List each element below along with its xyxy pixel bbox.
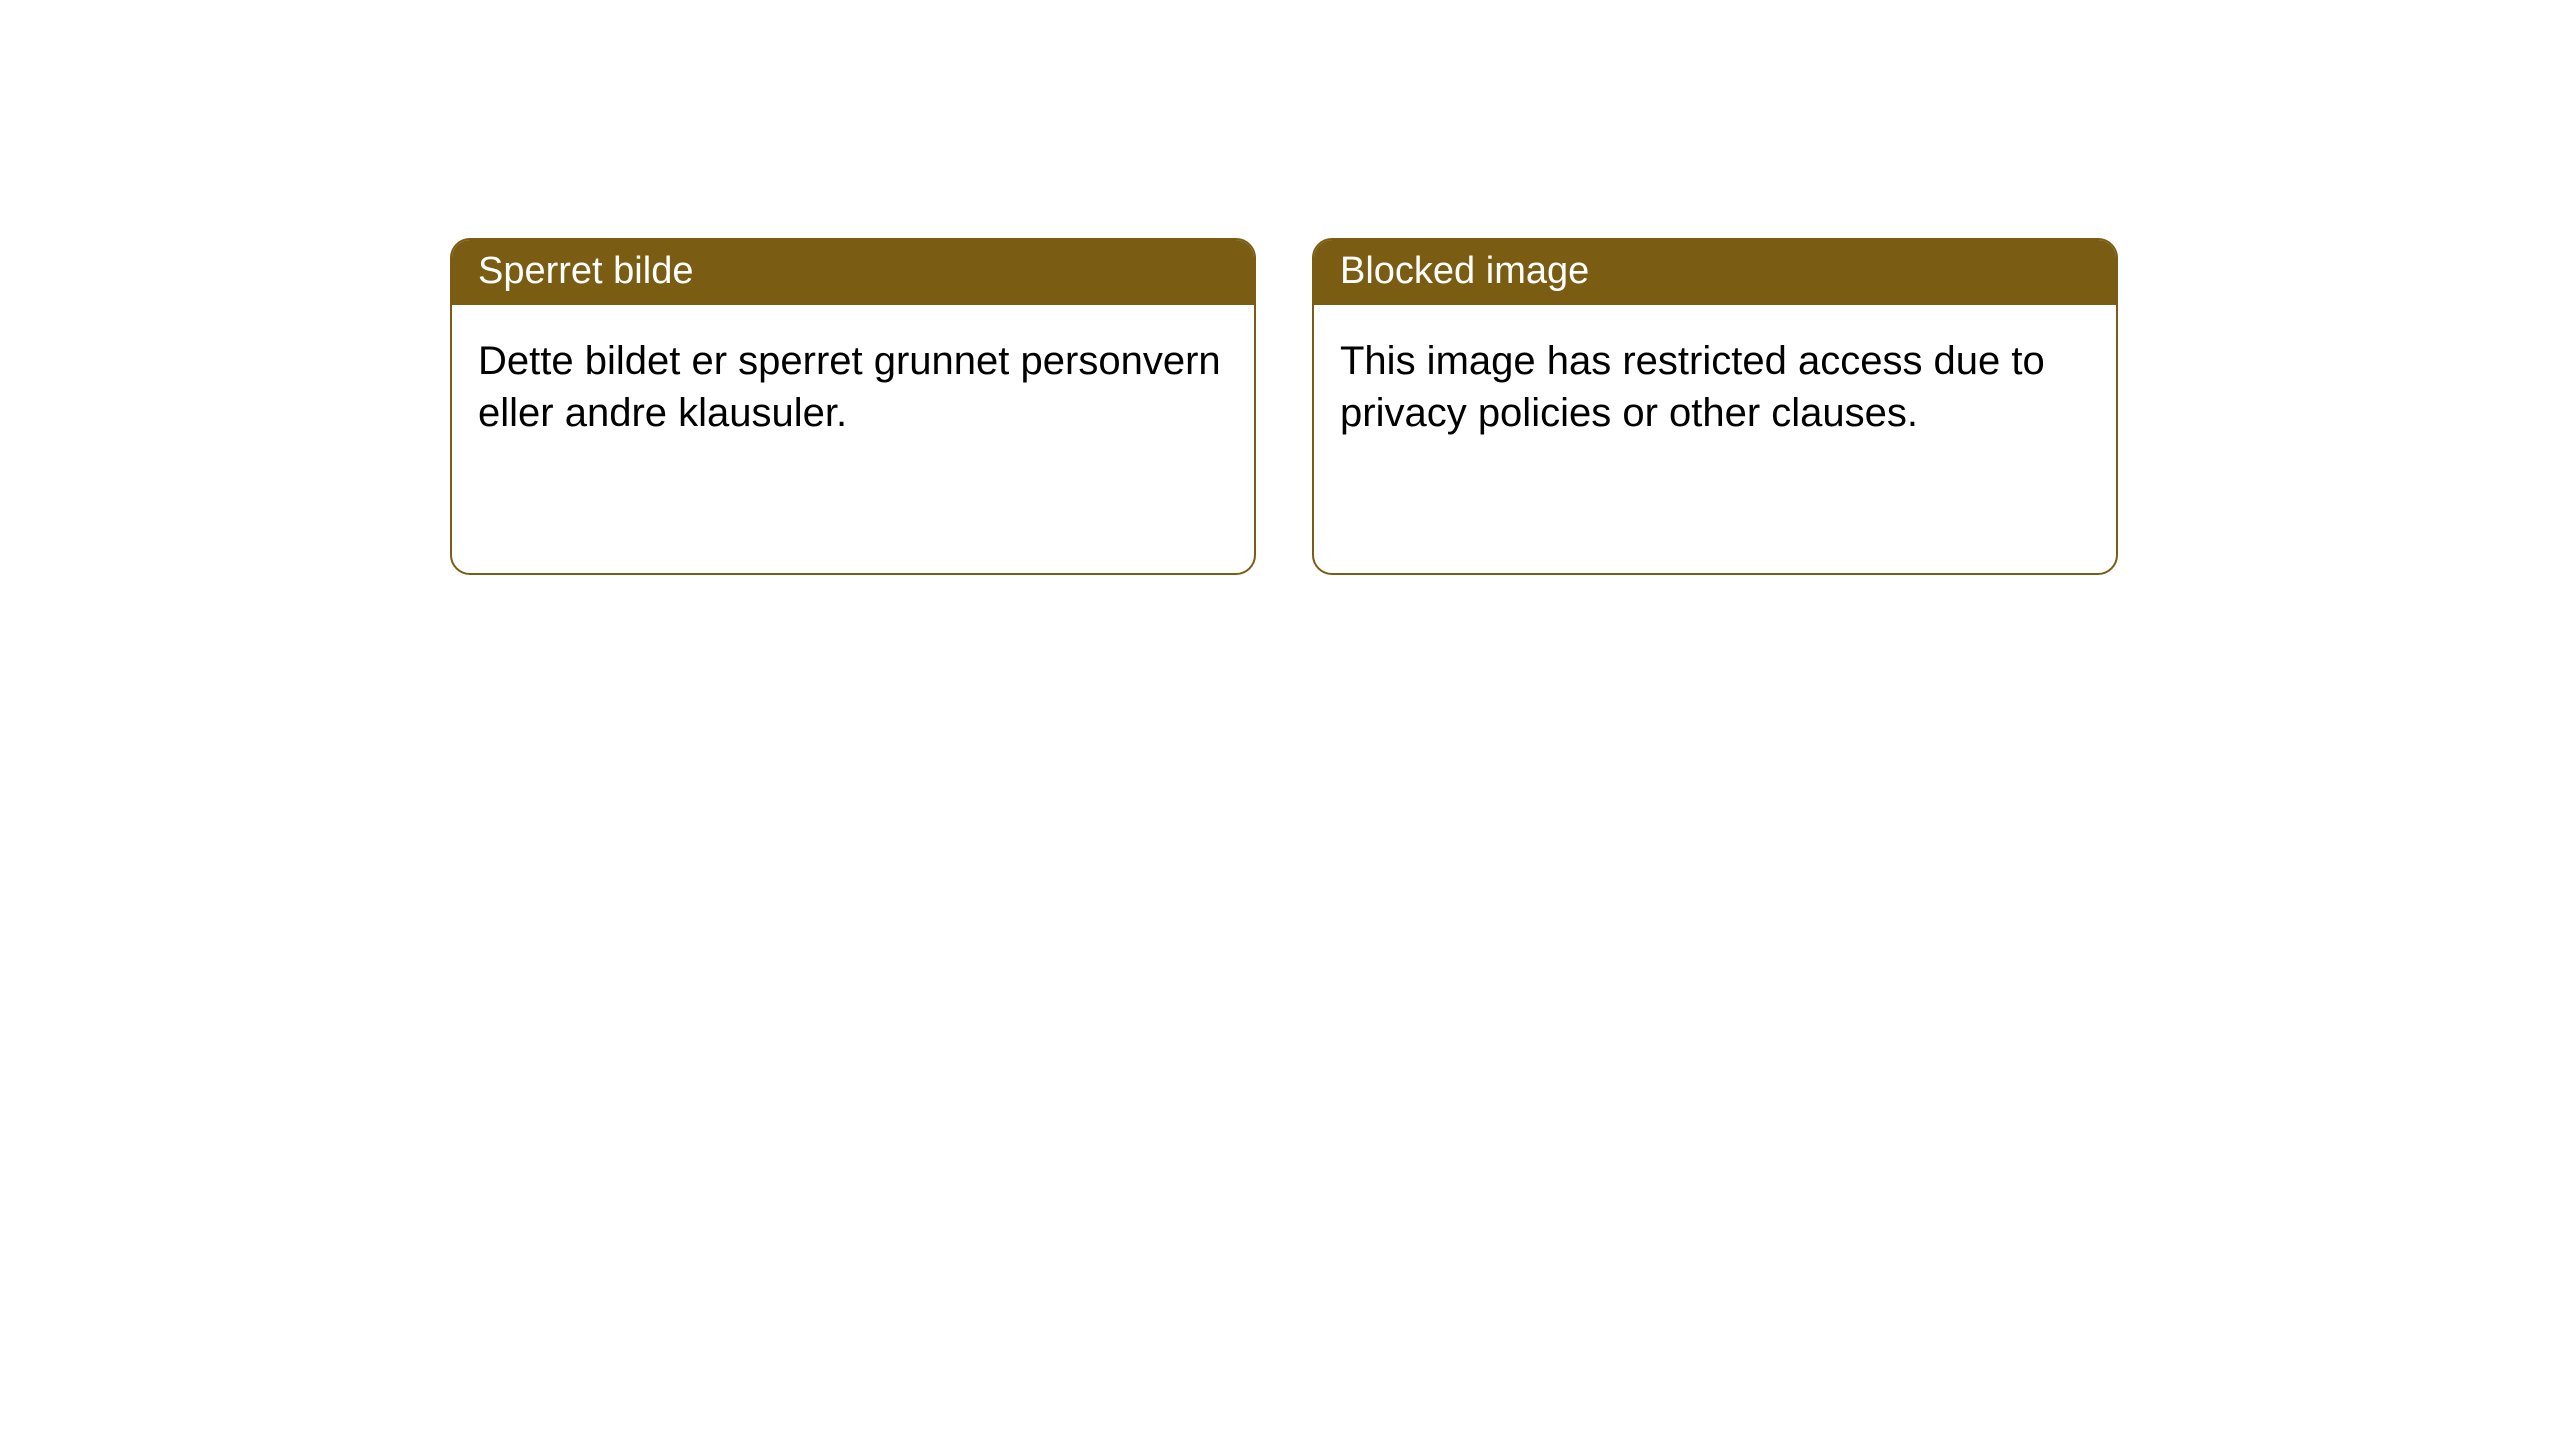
blocked-image-card-en: Blocked image This image has restricted …	[1312, 238, 2118, 575]
cards-container: Sperret bilde Dette bildet er sperret gr…	[0, 0, 2560, 575]
card-title: Blocked image	[1340, 250, 1589, 292]
card-body: Dette bildet er sperret grunnet personve…	[452, 305, 1254, 469]
card-title: Sperret bilde	[478, 250, 693, 292]
blocked-image-card-no: Sperret bilde Dette bildet er sperret gr…	[450, 238, 1256, 575]
card-header: Blocked image	[1314, 240, 2116, 305]
card-body-text: Dette bildet er sperret grunnet personve…	[478, 339, 1221, 435]
card-body: This image has restricted access due to …	[1314, 305, 2116, 469]
card-body-text: This image has restricted access due to …	[1340, 339, 2045, 435]
card-header: Sperret bilde	[452, 240, 1254, 305]
